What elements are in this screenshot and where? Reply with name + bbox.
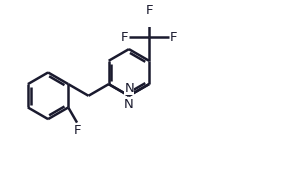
Text: F: F: [121, 31, 129, 44]
Text: F: F: [170, 31, 177, 44]
Text: F: F: [73, 124, 81, 137]
Text: F: F: [145, 4, 153, 17]
Text: N: N: [125, 82, 134, 95]
Text: N: N: [124, 98, 134, 111]
Text: H: H: [125, 82, 134, 92]
